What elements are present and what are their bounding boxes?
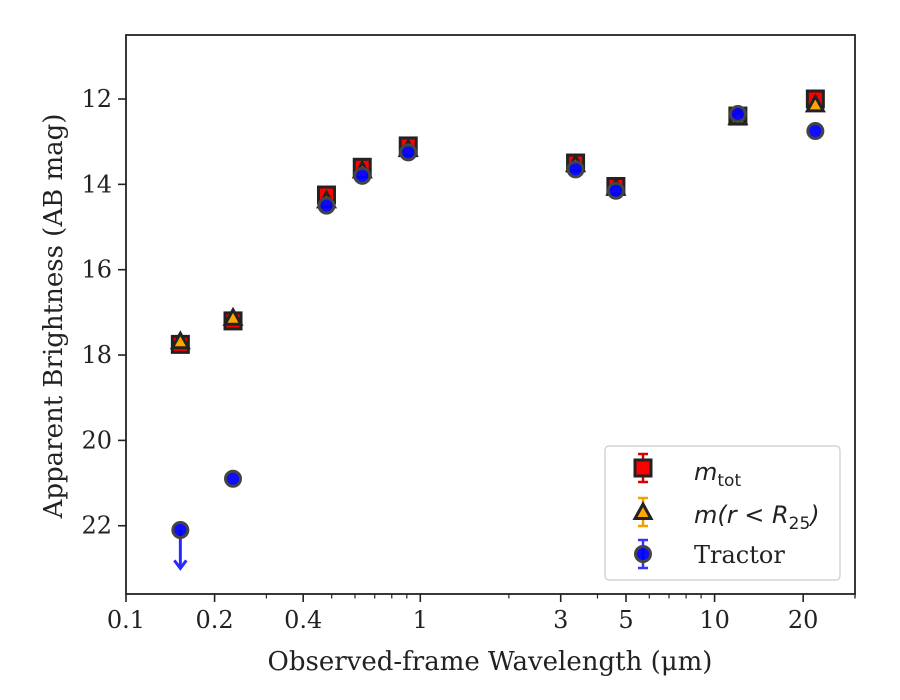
x-tick-label: 0.1	[107, 606, 145, 634]
legend-marker-mr25	[632, 500, 654, 520]
y-tick-label: 22	[81, 512, 112, 540]
y-axis-ticks: 12 14 16 18 20 22	[81, 85, 126, 540]
marker-tractor	[353, 166, 372, 185]
legend-label-mr25: m(r < R25)	[694, 501, 820, 534]
legend-markers	[632, 452, 654, 570]
marker-mr25	[222, 306, 244, 326]
x-tick-label: 10	[699, 606, 730, 634]
upper-limit-arrow-head	[173, 559, 188, 571]
marker-tractor	[806, 122, 825, 141]
marker-tractor	[606, 181, 625, 200]
legend-label-tractor: Tractor	[694, 541, 785, 569]
marker-mr25	[804, 93, 826, 113]
x-tick-label: 0.4	[284, 606, 322, 634]
legend-frame	[604, 445, 841, 581]
marker-tractor	[171, 520, 190, 539]
marker-tractor	[399, 143, 418, 162]
x-tick-label: 0.2	[196, 606, 234, 634]
marker-tractor	[728, 104, 747, 123]
x-axis-ticks: 0.1 0.2 0.4 1 3 5 10 20	[107, 594, 856, 634]
x-tick-label: 5	[618, 606, 633, 634]
marker-tractor	[224, 469, 243, 488]
legend-marker-mtot	[633, 458, 653, 478]
legend-marker-tractor	[634, 545, 652, 563]
x-tick-label: 3	[553, 606, 568, 634]
marker-mr25	[169, 330, 191, 350]
x-axis-label: Observed-frame Wavelength (μm)	[268, 647, 713, 677]
y-tick-label: 12	[81, 85, 112, 113]
marker-tractor	[566, 160, 585, 179]
y-tick-label: 18	[81, 341, 112, 369]
plot-frame	[125, 34, 856, 595]
x-tick-label: 1	[413, 606, 428, 634]
y-tick-label: 20	[81, 426, 112, 454]
marker-tractor	[317, 196, 336, 215]
data-markers	[169, 89, 826, 539]
legend-label-mtot: mtot	[694, 458, 741, 491]
y-tick-label: 16	[81, 256, 112, 284]
y-tick-label: 14	[81, 170, 112, 198]
x-tick-label: 20	[788, 606, 819, 634]
y-axis-label: Apparent Brightness (AB mag)	[39, 114, 69, 520]
legend: mtot m(r < R25) Tractor	[604, 445, 841, 581]
